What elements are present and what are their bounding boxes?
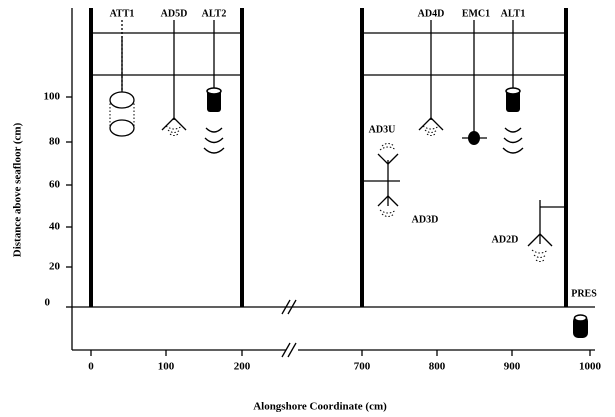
y-tick-label: 60 — [49, 179, 61, 191]
x-ticks — [90, 350, 591, 356]
frame — [89, 8, 568, 307]
y-tick-label: 0 — [45, 297, 51, 309]
x-tick-label: 0 — [88, 361, 94, 373]
instrument-ad4d — [418, 20, 444, 136]
instrument-label: ALT1 — [501, 8, 526, 19]
x-tick-label: 100 — [158, 361, 175, 373]
instrument-pres — [573, 314, 588, 338]
instrument-ad5d — [161, 20, 187, 136]
y-tick-label: 40 — [49, 221, 61, 233]
instrument-ad2d — [527, 200, 566, 262]
instrument-label: PRES — [571, 288, 597, 299]
instrument-label: AD5D — [161, 8, 188, 19]
instrument-label: ALT2 — [202, 8, 227, 19]
x-axis-label: Alongshore Coordinate (cm) — [253, 401, 387, 413]
y-ticks — [66, 96, 72, 308]
y-tick-label: 80 — [49, 136, 61, 148]
instrument-label: ATT1 — [110, 8, 135, 19]
x-tick-label: 700 — [354, 361, 371, 373]
x-tick-label: 1000 — [579, 361, 602, 373]
x-tick-label: 800 — [429, 361, 446, 373]
instrument-label: AD3D — [412, 214, 439, 225]
instrument-label: EMC1 — [462, 8, 490, 19]
x-tick-label: 200 — [234, 361, 251, 373]
y-tick-label: 20 — [49, 261, 61, 273]
y-tick-label: 100 — [44, 91, 61, 103]
instrument-att1 — [109, 20, 135, 137]
instrument-label: AD2D — [492, 234, 519, 245]
y-axis-label: Distance above seafloor (cm) — [12, 122, 24, 257]
instrument-label: AD4D — [418, 8, 445, 19]
instrument-alt1 — [502, 20, 524, 154]
instrument-label: AD3U — [369, 124, 396, 135]
x-tick-label: 900 — [504, 361, 521, 373]
instrument-alt2 — [203, 20, 225, 154]
axis-break — [281, 299, 297, 358]
instrument-emc1 — [462, 20, 487, 145]
instrument-ad3 — [362, 143, 400, 217]
